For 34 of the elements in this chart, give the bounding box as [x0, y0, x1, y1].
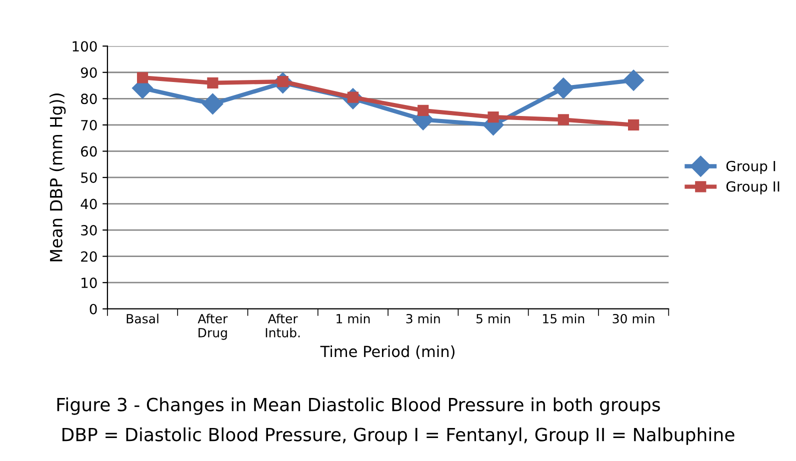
- y-tick-label: 0: [90, 304, 97, 314]
- y-axis-title: Mean DBP (mm Hg)): [50, 94, 66, 262]
- y-tick-label: 70: [81, 120, 97, 130]
- x-tick-label: Basal: [126, 314, 158, 324]
- x-tick-label: 30 min: [612, 314, 654, 324]
- point: [202, 93, 224, 114]
- y-tick-label: 40: [80, 198, 97, 210]
- x-tick-label: 1 min: [336, 314, 370, 324]
- y-tick-label: 60: [81, 146, 97, 157]
- x-tick-label: 15 min: [543, 314, 584, 324]
- y-tick-label: 20: [81, 251, 97, 262]
- x-axis-title: Time Period (min): [320, 345, 454, 360]
- point: [558, 114, 569, 126]
- text: DBP = Diastolic Blood Pressure, Group I = Fentanyl, Group II = Nalbuphine: [62, 427, 734, 445]
- y-tick-label: 100: [72, 41, 97, 52]
- y-tick-label: 50: [81, 172, 97, 183]
- y-tick-label: 80: [81, 94, 97, 104]
- x-tick-label: 3 min: [406, 314, 440, 324]
- point: [488, 111, 499, 123]
- y-tick-label: 10: [82, 278, 97, 288]
- x-tick-label: After Drug: [198, 314, 228, 340]
- point: [418, 104, 429, 116]
- legend-label: Group II: [726, 181, 780, 194]
- point: [207, 77, 218, 88]
- point: [136, 72, 148, 84]
- y-tick-label: 30: [81, 225, 97, 236]
- y-tick-label: 90: [80, 67, 97, 78]
- point: [628, 119, 640, 130]
- caption: Figure 3 - Changes in Mean Diastolic Blood Pressure in both groups: [57, 397, 660, 415]
- legend-label: Group I: [726, 160, 776, 174]
- point: [552, 78, 574, 99]
- x-tick-label: 5 min: [476, 314, 510, 324]
- x-tick-label: After Intub.: [266, 314, 300, 338]
- point: [623, 70, 644, 91]
